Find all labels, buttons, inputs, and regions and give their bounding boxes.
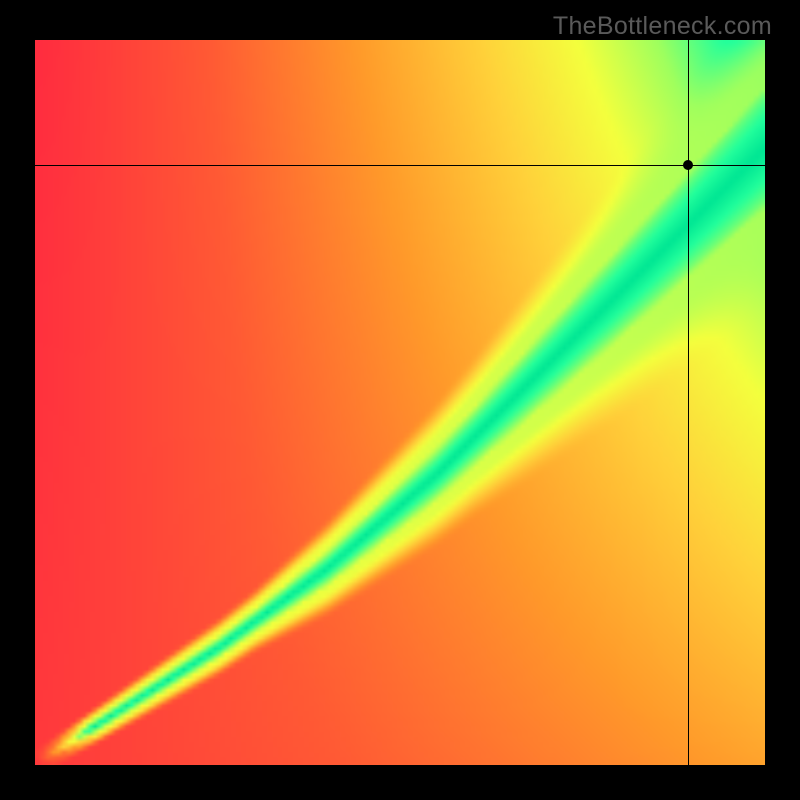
heatmap-canvas bbox=[35, 40, 765, 765]
crosshair-horizontal bbox=[35, 165, 765, 166]
watermark-text: TheBottleneck.com bbox=[553, 12, 772, 41]
crosshair-vertical bbox=[688, 40, 689, 765]
crosshair-marker bbox=[683, 160, 693, 170]
heatmap-plot bbox=[35, 40, 765, 765]
